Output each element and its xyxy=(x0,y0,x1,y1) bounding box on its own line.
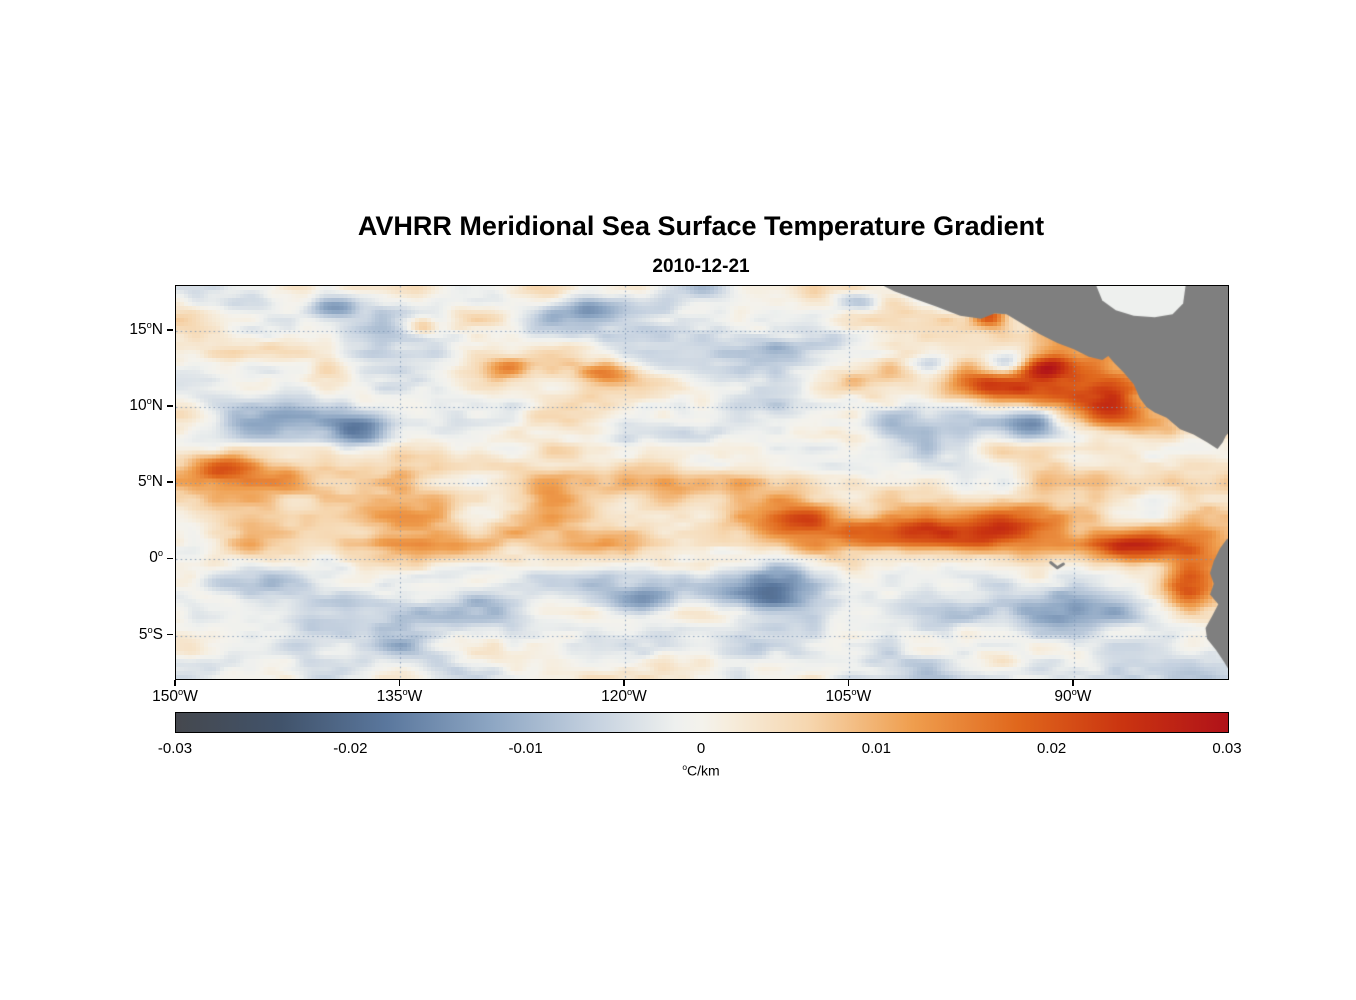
x-axis-tick xyxy=(847,680,850,686)
y-axis-tick-label: 5oN xyxy=(138,472,163,491)
colorbar-tick-label: -0.01 xyxy=(508,740,543,757)
chart-title: AVHRR Meridional Sea Surface Temperature… xyxy=(357,211,1045,241)
colorbar-tick-label: 0 xyxy=(696,740,706,757)
colorbar xyxy=(175,712,1229,733)
x-axis-tick-label: 135oW xyxy=(376,687,423,706)
y-axis-tick-label: 10oN xyxy=(129,396,163,415)
x-axis-tick-label: 105oW xyxy=(825,687,872,706)
y-axis-tick-label: 15oN xyxy=(129,319,163,339)
x-axis-tick xyxy=(174,680,176,686)
colorbar-tick-label: -0.03 xyxy=(157,740,193,757)
y-axis-tick xyxy=(167,405,173,407)
y-axis-tick xyxy=(167,633,173,636)
map-overlay-canvas xyxy=(176,286,1228,679)
x-axis-tick-label: 120oW xyxy=(601,687,647,706)
x-axis-tick xyxy=(623,680,625,686)
x-axis-tick xyxy=(398,680,401,686)
x-axis-tick xyxy=(1072,680,1074,686)
map-plot-area xyxy=(175,285,1229,680)
colorbar-tick-label: 0.02 xyxy=(1037,740,1067,757)
colorbar-tick-label: 0.03 xyxy=(1212,740,1242,757)
y-axis-tick xyxy=(167,557,173,560)
y-axis-tick xyxy=(167,481,173,484)
x-axis-tick-label: 150oW xyxy=(152,687,198,706)
chart-date-subtitle: 2010-12-21 xyxy=(652,256,750,277)
y-axis-tick xyxy=(167,329,173,331)
x-axis-tick-label: 90oW xyxy=(1054,687,1092,706)
y-axis-tick-label: 0o xyxy=(149,548,163,567)
colorbar-unit-label: oC/km xyxy=(682,762,720,779)
y-axis-tick-label: 5oS xyxy=(138,624,163,643)
colorbar-tick-label: -0.02 xyxy=(333,740,368,757)
colorbar-tick-label: 0.01 xyxy=(861,740,891,757)
